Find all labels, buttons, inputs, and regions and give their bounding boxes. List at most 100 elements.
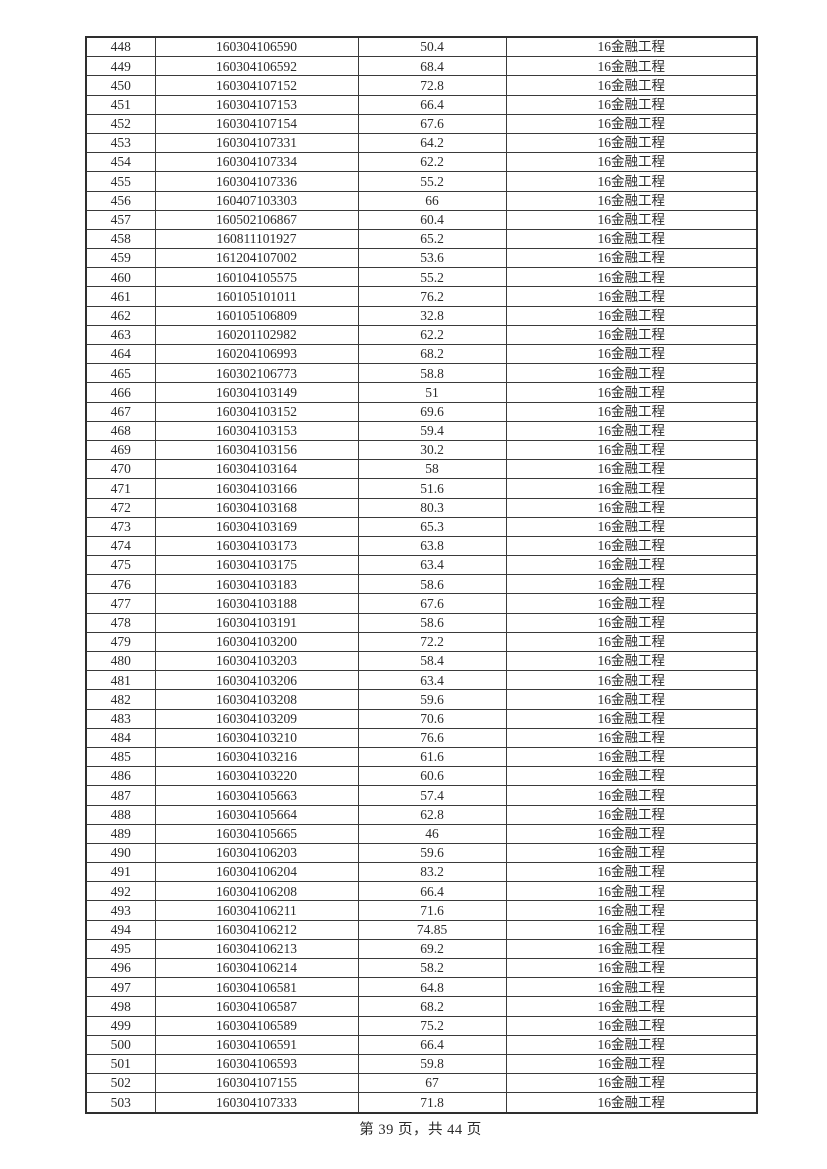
row-number-cell: 465 [85, 363, 156, 384]
score-cell: 59.6 [357, 689, 507, 710]
row-number-cell: 486 [85, 766, 156, 787]
row-number-cell: 463 [85, 324, 156, 346]
score-cell: 66.4 [357, 881, 507, 902]
table-row: 488 160304105664 62.8 16金融工程 [85, 804, 758, 825]
score-cell: 65.3 [357, 516, 507, 537]
row-number-cell: 503 [85, 1092, 156, 1113]
table-row: 469 160304103156 30.2 16金融工程 [85, 439, 758, 461]
student-id-cell: 160304103203 [154, 650, 359, 672]
table-row: 485 160304103216 61.6 16金融工程 [85, 746, 758, 768]
student-id-cell: 160304103220 [154, 766, 359, 787]
table-row: 494 160304106212 74.85 16金融工程 [85, 919, 758, 940]
table-row: 493 160304106211 71.6 16金融工程 [85, 900, 758, 921]
table-row: 456 160407103303 66 16金融工程 [85, 190, 758, 211]
row-number-cell: 478 [85, 612, 156, 633]
class-name-cell: 16金融工程 [505, 94, 758, 115]
row-number-cell: 495 [85, 938, 156, 960]
scores-table-body: 448 160304106590 50.4 16金融工程 449 160304106592… [85, 36, 758, 1113]
table-row: 462 160105106809 32.8 16金融工程 [85, 305, 758, 326]
class-name-cell: 16金融工程 [505, 900, 758, 921]
class-name-cell: 16金融工程 [505, 228, 758, 250]
student-id-cell: 160304106204 [154, 862, 359, 883]
class-name-cell: 16金融工程 [505, 459, 758, 480]
student-id-cell: 160304107331 [154, 132, 359, 154]
score-cell: 64.2 [357, 132, 507, 154]
student-id-cell: 160302106773 [154, 363, 359, 384]
row-number-cell: 459 [85, 248, 156, 269]
score-cell: 30.2 [357, 439, 507, 461]
student-id-cell: 160304103168 [154, 497, 359, 518]
row-number-cell: 453 [85, 132, 156, 154]
row-number-cell: 485 [85, 746, 156, 768]
score-cell: 72.2 [357, 631, 507, 653]
row-number-cell: 464 [85, 343, 156, 365]
class-name-cell: 16金融工程 [505, 56, 758, 77]
row-number-cell: 477 [85, 593, 156, 614]
student-id-cell: 160304106587 [154, 996, 359, 1017]
class-name-cell: 16金融工程 [505, 248, 758, 269]
class-name-cell: 16金融工程 [505, 1015, 758, 1036]
score-cell: 70.6 [357, 708, 507, 729]
class-name-cell: 16金融工程 [505, 113, 758, 134]
score-cell: 32.8 [357, 305, 507, 326]
row-number-cell: 492 [85, 881, 156, 902]
row-number-cell: 475 [85, 555, 156, 576]
row-number-cell: 471 [85, 478, 156, 499]
table-row: 471 160304103166 51.6 16金融工程 [85, 478, 758, 499]
class-name-cell: 16金融工程 [505, 766, 758, 787]
score-cell: 55.2 [357, 171, 507, 192]
table-row: 503 160304107333 71.8 16金融工程 [85, 1092, 758, 1113]
class-name-cell: 16金融工程 [505, 785, 758, 806]
row-number-cell: 456 [85, 190, 156, 211]
row-number-cell: 449 [85, 56, 156, 77]
student-id-cell: 160304103175 [154, 555, 359, 576]
score-cell: 63.4 [357, 670, 507, 691]
table-row: 484 160304103210 76.6 16金融工程 [85, 727, 758, 748]
student-id-cell: 160105101011 [154, 286, 359, 307]
student-id-cell: 160304106211 [154, 900, 359, 921]
row-number-cell: 496 [85, 957, 156, 979]
class-name-cell: 16金融工程 [505, 670, 758, 691]
class-name-cell: 16金融工程 [505, 171, 758, 192]
table-row: 460 160104105575 55.2 16金融工程 [85, 267, 758, 288]
row-number-cell: 490 [85, 842, 156, 864]
class-name-cell: 16金融工程 [505, 75, 758, 96]
score-cell: 60.4 [357, 209, 507, 230]
class-name-cell: 16金融工程 [505, 574, 758, 595]
table-row: 464 160204106993 68.2 16金融工程 [85, 343, 758, 365]
score-cell: 62.2 [357, 152, 507, 173]
table-row: 459 161204107002 53.6 16金融工程 [85, 248, 758, 269]
score-cell: 63.4 [357, 555, 507, 576]
score-cell: 67.6 [357, 113, 507, 134]
class-name-cell: 16金融工程 [505, 343, 758, 365]
row-number-cell: 451 [85, 94, 156, 115]
row-number-cell: 461 [85, 286, 156, 307]
row-number-cell: 472 [85, 497, 156, 518]
row-number-cell: 468 [85, 420, 156, 441]
class-name-cell: 16金融工程 [505, 363, 758, 384]
score-cell: 58 [357, 459, 507, 480]
table-row: 497 160304106581 64.8 16金融工程 [85, 977, 758, 998]
student-id-cell: 160304107152 [154, 75, 359, 96]
student-id-cell: 160304106589 [154, 1015, 359, 1036]
table-row: 474 160304103173 63.8 16金融工程 [85, 535, 758, 557]
student-id-cell: 160304107154 [154, 113, 359, 134]
student-id-cell: 160304106212 [154, 919, 359, 940]
table-row: 481 160304103206 63.4 16金融工程 [85, 670, 758, 691]
score-cell: 75.2 [357, 1015, 507, 1036]
student-id-cell: 160304107155 [154, 1073, 359, 1094]
score-cell: 59.8 [357, 1053, 507, 1075]
class-name-cell: 16金融工程 [505, 631, 758, 653]
table-row: 483 160304103209 70.6 16金融工程 [85, 708, 758, 729]
score-cell: 68.2 [357, 343, 507, 365]
page-number-footer: 第 39 页，共 44 页 [359, 1122, 482, 1138]
student-id-cell: 160304106593 [154, 1053, 359, 1075]
row-number-cell: 452 [85, 113, 156, 134]
row-number-cell: 500 [85, 1034, 156, 1055]
score-cell: 66.4 [357, 1034, 507, 1055]
class-name-cell: 16金融工程 [505, 727, 758, 748]
score-cell: 66.4 [357, 94, 507, 115]
table-row: 454 160304107334 62.2 16金融工程 [85, 152, 758, 173]
student-id-cell: 161204107002 [154, 248, 359, 269]
row-number-cell: 470 [85, 459, 156, 480]
